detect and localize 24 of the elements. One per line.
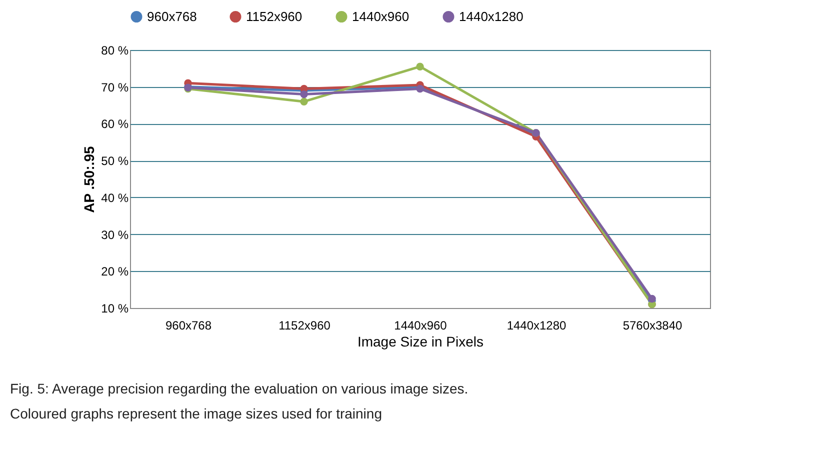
x-tick-label: 1152x960 — [278, 318, 331, 332]
y-tick-label: 20 % — [101, 264, 129, 279]
caption: Fig. 5: Average precision regarding the evaluation on various image sizes. — [10, 380, 468, 396]
x-tick-label: 1440x960 — [394, 318, 448, 332]
point — [300, 90, 308, 98]
y-tick-label: 30 % — [101, 228, 129, 242]
y-tick-label: 70 % — [101, 80, 129, 94]
y-tick-label: 60 % — [101, 117, 129, 132]
point — [300, 98, 308, 106]
point — [416, 62, 424, 70]
y-axis-title: AP .50:.95 — [81, 146, 98, 213]
y-tick-label: 80 % — [101, 44, 129, 58]
y-tick-label: 40 % — [101, 190, 129, 205]
legend-label: 960x768 — [147, 8, 197, 24]
x-axis-title: Image Size in Pixels — [357, 334, 484, 350]
legend-label: 1440x960 — [352, 8, 410, 24]
x-tick-label: 960x768 — [165, 318, 212, 332]
text: Coloured graphs represent the image sizes used for training — [10, 406, 382, 422]
x-tick-label: 1440x1280 — [506, 318, 567, 332]
x-tick-label: 5760x3840 — [622, 318, 683, 332]
legend-label: 1152x960 — [246, 8, 302, 24]
y-tick-label: 50 % — [101, 154, 129, 168]
legend-label: 1440x1280 — [459, 8, 524, 24]
y-tick-label: 10 % — [101, 302, 129, 316]
